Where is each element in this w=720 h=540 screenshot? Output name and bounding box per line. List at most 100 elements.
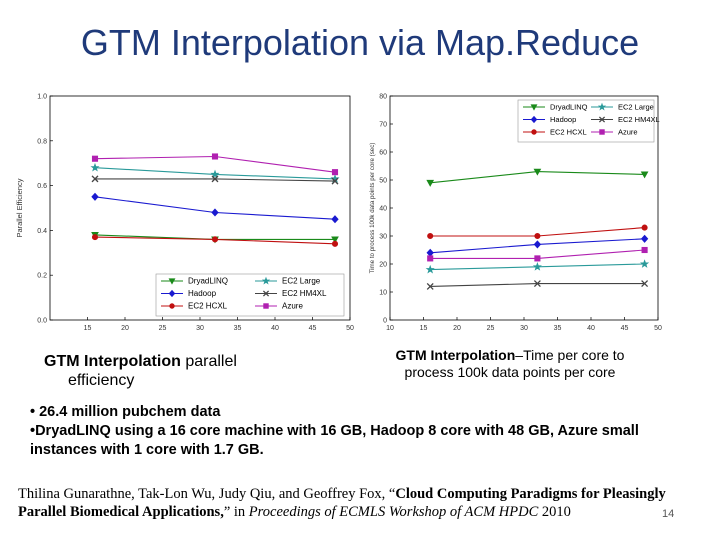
efficiency-legend-ec2-hm4xl-marker (262, 290, 270, 297)
time-dryadlinq-point (426, 179, 435, 187)
time-legend-ec2-hcxl-label: EC2 HCXL (550, 128, 587, 137)
time-azure-point (427, 255, 434, 262)
time-hadoop-point (533, 240, 542, 249)
efficiency-legend-ec2-hcxl-label: EC2 HCXL (188, 302, 228, 311)
caption-left: GTM Interpolation parallel efficiency (44, 352, 324, 390)
efficiency-ec2-hcxl-point (331, 240, 339, 247)
time-y-tick-label: 80 (379, 94, 387, 101)
efficiency-dryadlinq-point (331, 236, 339, 244)
efficiency-y-axis-label: Parallel Efficiency (15, 178, 24, 237)
time-y-tick-label: 20 (379, 262, 387, 269)
time-ec2-hm4xl-point (533, 280, 541, 288)
time-x-tick-label: 50 (654, 325, 662, 332)
time-legend-ec2-hm4xl-label: EC2 HM4XL (618, 115, 660, 124)
time-legend-azure-marker (599, 129, 605, 135)
efficiency-legend-ec2-large-label: EC2 Large (282, 277, 321, 286)
efficiency-legend-ec2-large-marker (261, 276, 271, 285)
efficiency-legend-hadoop-label: Hadoop (188, 289, 217, 298)
time-x-tick-label: 45 (621, 325, 629, 332)
time-legend-ec2-large-marker (597, 102, 607, 111)
caption-left-bold: GTM Interpolation (44, 353, 181, 370)
time-y-tick-label: 10 (379, 290, 387, 297)
time-ec2-large-point (425, 264, 435, 274)
citation-year: 2010 (538, 504, 571, 520)
efficiency-ec2-hm4xl-point (91, 175, 99, 183)
efficiency-ec2-large-point (90, 162, 100, 172)
efficiency-azure-point (91, 155, 99, 162)
citation-in: ” in (223, 504, 249, 520)
efficiency-x-tick-label: 20 (121, 325, 129, 332)
efficiency-x-tick-label: 25 (159, 325, 167, 332)
citation-title: Cloud Computing Paradigms for Pleasingly… (18, 486, 666, 520)
efficiency-legend-ec2-hcxl-marker (169, 303, 175, 309)
parallel-efficiency-chart: 15 20 25 30 35 40 45 50 0.0 0.2 0.4 0.6 0.8 1.0 Number… (15, 94, 354, 333)
time-ec2-hm4xl-point (641, 280, 649, 288)
efficiency-y-tick-label: 0.8 (37, 138, 47, 145)
caption-right-bold: GTM Interpolation (395, 347, 516, 363)
efficiency-azure-point (331, 169, 339, 176)
efficiency-legend-hadoop-marker (168, 289, 176, 298)
efficiency-x-tick-label: 40 (271, 325, 279, 332)
time-ec2-large-point (532, 262, 542, 271)
caption-right-rest: –Time per core to (515, 347, 625, 363)
efficiency-y-tick-label: 0.4 (37, 228, 47, 235)
efficiency-x-tick-label: 50 (346, 325, 354, 332)
slide-title: GTM Interpolation via Map.Reduce (80, 22, 640, 63)
time-y-axis-label: Time to process 100k data points per cor… (369, 143, 376, 274)
time-y-tick-label: 0 (383, 318, 387, 325)
time-legend-ec2-large-label: EC2 Large (618, 103, 654, 112)
time-legend-hadoop-label: Hadoop (550, 115, 576, 124)
time-x-tick-label: 10 (386, 325, 394, 332)
efficiency-ec2-hm4xl-point (211, 175, 219, 183)
citation: Thilina Gunarathne, Tak-Lon Wu, Judy Qiu… (18, 485, 708, 521)
citation-venue: Proceedings of ECMLS Workshop of ACM HPD… (248, 504, 539, 520)
efficiency-legend-dryadlinq-marker (168, 278, 176, 285)
efficiency-y-tick-label: 1.0 (37, 94, 47, 101)
time-ec2-hcxl-point (427, 232, 434, 240)
bullet-item: • 26.4 million pubchem data (30, 404, 221, 420)
time-legend-ec2-hm4xl-marker (598, 116, 606, 123)
efficiency-ec2-large-point (210, 169, 220, 179)
time-x-tick-label: 20 (453, 325, 461, 332)
time-x-axis-label: Number of cores (496, 331, 552, 332)
time-legend-azure-label: Azure (618, 128, 638, 137)
efficiency-legend-dryadlinq-label: DryadLINQ (188, 277, 228, 286)
time-y-tick-label: 30 (379, 234, 387, 241)
time-legend-dryadlinq-marker (530, 104, 538, 111)
time-y-tick-label: 70 (379, 122, 387, 129)
time-legend-dryadlinq-label: DryadLINQ (550, 103, 588, 112)
efficiency-hadoop-point (91, 192, 99, 201)
time-legend-ec2-hcxl-marker (531, 129, 537, 135)
efficiency-hadoop-point (331, 215, 339, 224)
time-y-tick-label: 40 (379, 206, 387, 213)
caption-left-line2: efficiency (68, 372, 135, 389)
efficiency-y-tick-label: 0.2 (37, 273, 47, 280)
efficiency-y-tick-label: 0.6 (37, 183, 47, 190)
time-ec2-hcxl-point (641, 224, 648, 231)
time-ec2-large-point (640, 259, 650, 268)
bullet-item: •DryadLINQ using a 16 core machine with … (30, 423, 639, 458)
time-per-core-chart: 10152025303540455001020304050607080Numbe… (369, 94, 662, 333)
caption-right: GTM Interpolation–Time per core to proce… (360, 347, 660, 381)
efficiency-azure-point (211, 153, 219, 160)
time-ec2-hcxl-point (534, 232, 541, 240)
efficiency-x-tick-label: 35 (234, 325, 242, 332)
time-x-tick-label: 25 (487, 325, 495, 332)
time-hadoop-point (640, 234, 649, 243)
time-dryadlinq-point (533, 168, 542, 176)
efficiency-legend-azure-label: Azure (282, 302, 303, 311)
time-legend-hadoop-marker (530, 115, 538, 124)
time-azure-point (534, 255, 541, 262)
time-ec2-hm4xl-point (426, 282, 434, 290)
efficiency-ec2-hcxl-point (91, 234, 99, 241)
efficiency-x-axis-label: Number of cores (172, 331, 228, 332)
time-dryadlinq-point (640, 171, 649, 179)
time-azure-point (641, 246, 648, 254)
caption-left-rest: parallel (180, 353, 237, 370)
time-x-tick-label: 40 (587, 325, 595, 332)
efficiency-legend (155, 273, 345, 317)
efficiency-ec2-hcxl-point (211, 236, 219, 243)
efficiency-legend-ec2-hm4xl-label: EC2 HM4XL (282, 289, 327, 298)
time-y-tick-label: 50 (379, 178, 387, 185)
time-x-tick-label: 15 (420, 325, 428, 332)
